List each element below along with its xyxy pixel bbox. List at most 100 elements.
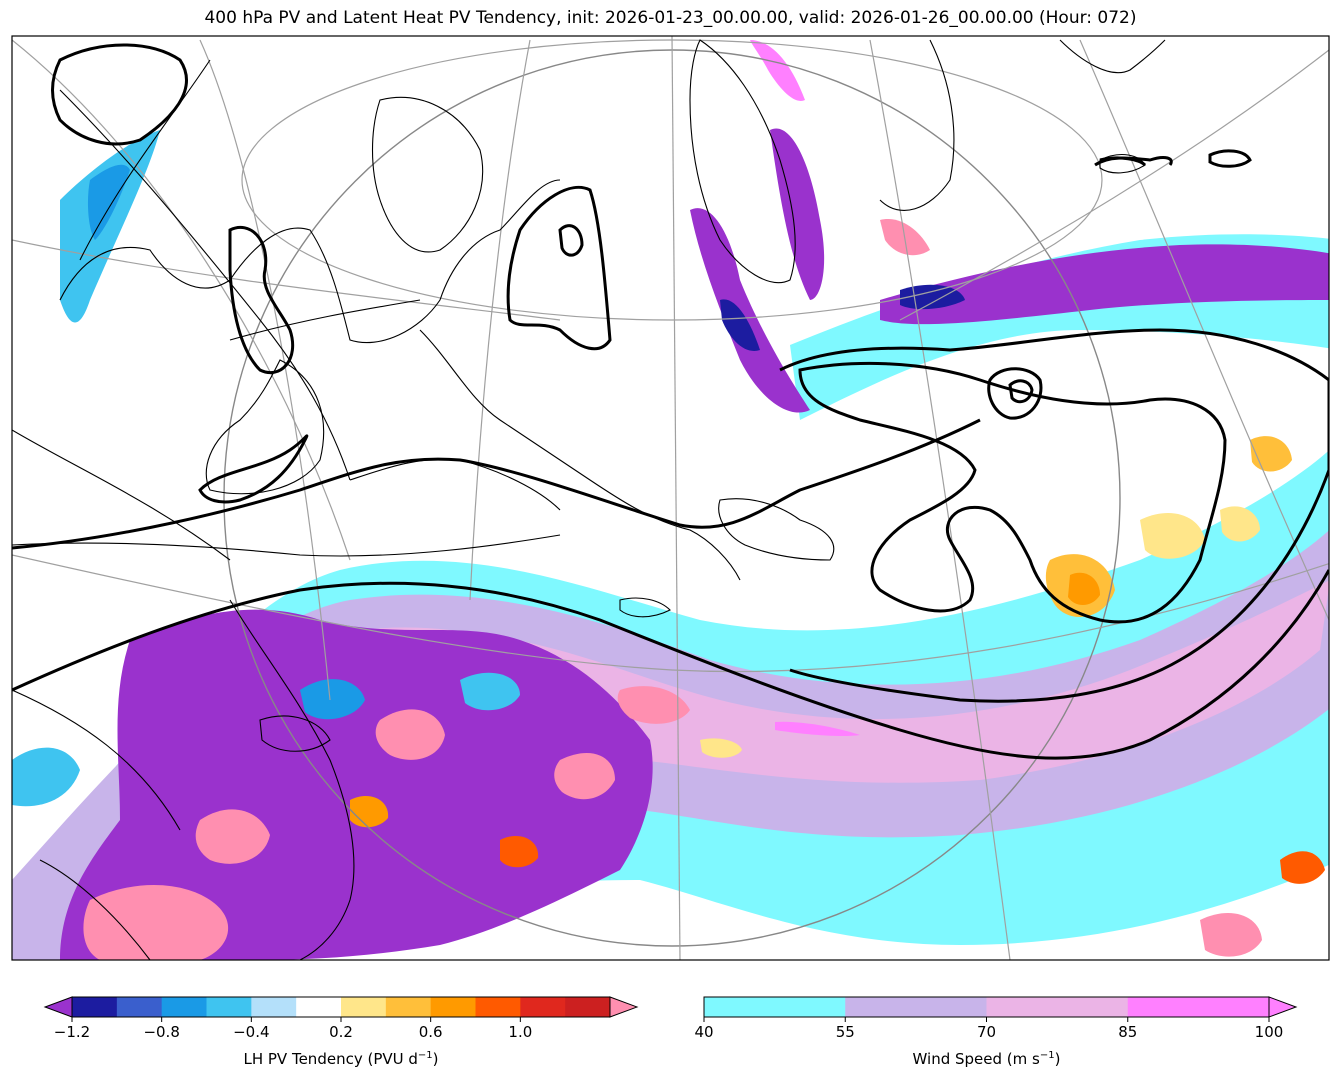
wind-tick-label: 85 (1118, 1023, 1138, 1041)
lh-tick-label: 0.6 (418, 1023, 443, 1041)
lh-pink-1 (83, 885, 229, 960)
lh-magenta-north (750, 40, 805, 101)
wind-tick-label: 40 (694, 1023, 714, 1041)
wind-label-text: Wind Speed (m s (912, 1050, 1040, 1068)
meridian-1 (12, 39, 351, 561)
map-frame (11, 35, 1330, 961)
meridian-4 (671, 36, 681, 960)
colorbar-lh-pv-label: LH PV Tendency (PVU d−1) (45, 1050, 637, 1068)
coast-svalbard (1059, 39, 1166, 74)
meridian-7 (899, 49, 1329, 321)
wind-color-box (986, 997, 1129, 1017)
lh-blue-2 (460, 672, 520, 711)
coast-greenland-east (879, 39, 955, 211)
lh-purple-north-1 (690, 208, 810, 413)
lh-color-box (475, 997, 521, 1017)
wind-extend-max (1268, 996, 1298, 1018)
map-content (12, 36, 1329, 960)
lh-color-box (430, 997, 476, 1017)
pv-contour-baffin (506, 185, 612, 351)
lh-blue-nw-2 (87, 164, 130, 240)
coast-labrador (419, 329, 741, 581)
coast-greatlakes (259, 715, 331, 752)
lh-purple-north-2 (720, 299, 760, 351)
colorbar-wind-label: Wind Speed (m s−1) (704, 1050, 1269, 1068)
lh-yellow-3 (1220, 506, 1260, 542)
meridian-6 (1079, 39, 1329, 621)
pv-contour-cutoff-2 (1008, 379, 1034, 404)
colorbar-lh-pv (43, 996, 639, 1022)
lh-color-box (565, 997, 611, 1017)
border-province-3 (79, 59, 211, 261)
lh-tick-label: −1.2 (53, 1023, 91, 1041)
wind-tick-label: 100 (1254, 1023, 1284, 1041)
lh-pink-2 (195, 809, 270, 864)
lh-extend-min (43, 996, 73, 1018)
lh-orange-4 (1068, 572, 1100, 606)
lh-extend-max (609, 996, 639, 1018)
wind-label-end: ) (1054, 1050, 1061, 1068)
border-province-1 (12, 429, 231, 561)
lh-yellow-1 (700, 738, 742, 758)
lh-pv-label-text: LH PV Tendency (PVU d (243, 1050, 418, 1068)
pv-contour-inner-1 (798, 361, 1227, 624)
border-state-2 (39, 859, 151, 960)
lh-orange-2 (500, 836, 539, 868)
coast-nova-scotia (619, 597, 671, 618)
lh-yellow-2 (1140, 512, 1205, 559)
pv-contour-greenland-strip (1094, 156, 1173, 167)
colorbar-wind-speed (703, 996, 1298, 1022)
plot-title: 400 hPa PV and Latent Heat PV Tendency, … (204, 8, 1137, 28)
lh-pv-patches (12, 40, 1325, 960)
lh-purple-n-coast (900, 284, 965, 310)
lh-color-box (385, 997, 432, 1017)
lh-pv-label-exp: −1 (417, 1050, 433, 1061)
lh-color-box (161, 997, 207, 1017)
lh-color-box (72, 997, 118, 1017)
lh-pink-5 (617, 686, 690, 724)
lh-pink-3 (375, 709, 445, 760)
pv-contour-iceland (1208, 149, 1252, 168)
wind-tick-label: 55 (835, 1023, 855, 1041)
lh-blue-west (12, 747, 80, 807)
coast-us-east (229, 599, 355, 960)
coast-canada-north (59, 179, 561, 344)
pv-contour-hudson (228, 225, 295, 375)
lh-tick-label: 0.2 (329, 1023, 353, 1041)
wind-band-north-lavender (880, 244, 1329, 325)
pv-contour-main-north (12, 418, 981, 550)
coast-hudson-bay (205, 359, 325, 495)
lh-tick-label: 1.0 (508, 1023, 533, 1041)
lh-color-box (116, 997, 163, 1017)
pv-contour-baffin-inner (558, 224, 584, 257)
meridian-3 (469, 39, 531, 601)
pv-contour-nw (51, 43, 188, 146)
pv-contour-main-south (12, 569, 1329, 760)
border-state-1 (12, 689, 181, 831)
lh-pink-se-1 (1200, 912, 1262, 957)
wind-label-exp: −1 (1039, 1050, 1055, 1061)
pv-contour-cutoff (987, 367, 1043, 420)
wind-band-85 (775, 721, 860, 737)
lh-color-box (520, 997, 566, 1017)
lh-tick-label: −0.8 (143, 1023, 180, 1041)
border-province-4 (229, 299, 421, 341)
lh-color-box (251, 997, 297, 1017)
wind-color-box (704, 997, 846, 1017)
coast-greenland (689, 39, 796, 284)
coast-baffin (372, 96, 484, 253)
pv-contour-arc (198, 434, 309, 504)
border-canada-us (12, 534, 561, 557)
wind-color-box (845, 997, 987, 1017)
coastlines (12, 39, 1166, 960)
pv-contours (12, 43, 1329, 760)
lh-blue-nw-1 (60, 130, 160, 323)
lh-pv-label-end: ) (432, 1050, 439, 1068)
lh-color-box (296, 997, 342, 1017)
wind-tick-label: 70 (976, 1023, 997, 1041)
coast-newfoundland (718, 498, 835, 561)
wind-color-box (1127, 997, 1270, 1017)
lh-orange-se (1280, 851, 1325, 884)
meridian-8 (12, 239, 561, 321)
